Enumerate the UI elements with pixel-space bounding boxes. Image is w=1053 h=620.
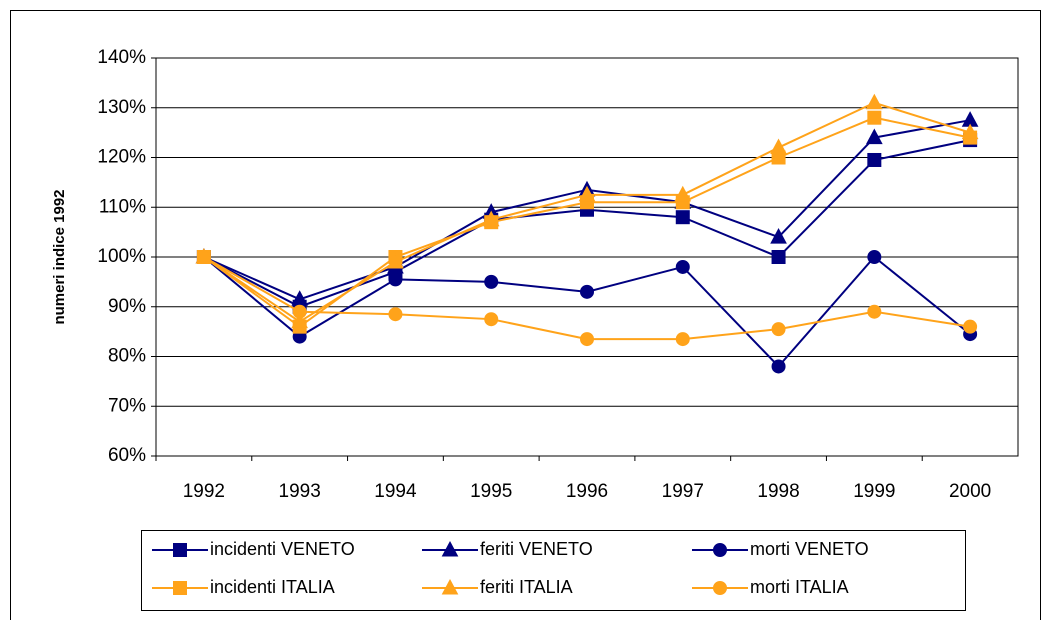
x-tick-label: 1996 [566, 481, 608, 502]
legend-label: morti ITALIA [750, 577, 849, 597]
plot-area [155, 57, 1019, 457]
marker [770, 228, 787, 244]
marker [578, 185, 596, 202]
x-tick-label: 1992 [183, 481, 225, 502]
marker [388, 307, 403, 322]
marker [865, 93, 883, 110]
marker [580, 284, 594, 299]
y-axis-title: numeri indice 1992 [51, 189, 68, 324]
marker [388, 272, 403, 287]
marker [484, 312, 499, 327]
legend-label: feriti VENETO [480, 539, 593, 559]
legend-box [141, 530, 966, 611]
marker [867, 304, 882, 319]
marker [675, 210, 690, 225]
chart-border [10, 10, 1041, 620]
marker [867, 110, 882, 125]
legend-marker [173, 581, 187, 595]
marker [292, 304, 307, 319]
legend-marker [441, 578, 459, 595]
legend-label: morti VENETO [750, 539, 869, 559]
y-tick-label: 60% [108, 445, 146, 466]
marker [291, 312, 309, 329]
legend-marker [173, 543, 187, 557]
x-tick-label: 1999 [853, 481, 895, 502]
marker [865, 128, 883, 145]
y-tick-label: 90% [108, 296, 146, 317]
y-tick-label: 70% [108, 395, 146, 416]
y-tick-label: 110% [99, 196, 146, 217]
marker [387, 252, 404, 269]
x-tick-label: 1995 [470, 481, 512, 502]
marker [867, 152, 882, 167]
x-tick-label: 1994 [374, 481, 417, 502]
marker [580, 332, 594, 347]
x-tick-label: 2000 [949, 481, 991, 502]
marker [771, 359, 786, 374]
marker [484, 274, 499, 289]
legend-marker [713, 543, 727, 557]
x-tick-label: 1998 [757, 481, 799, 502]
y-tick-label: 120% [97, 147, 146, 168]
marker [674, 185, 692, 202]
legend-label: incidenti VENETO [210, 539, 355, 559]
legend-marker [441, 540, 459, 557]
legend-label: feriti ITALIA [480, 577, 573, 597]
marker [963, 319, 978, 334]
x-tick-label: 1997 [662, 481, 704, 502]
y-tick-label: 130% [97, 97, 146, 118]
marker [675, 259, 690, 274]
y-tick-label: 140% [97, 47, 146, 68]
y-tick-label: 80% [108, 346, 146, 367]
marker [196, 250, 211, 264]
legend-label: incidenti ITALIA [210, 577, 335, 597]
marker [675, 332, 690, 347]
marker [770, 138, 787, 155]
marker [771, 250, 786, 264]
x-tick-label: 1993 [279, 481, 321, 502]
marker [961, 123, 979, 140]
marker [771, 322, 786, 337]
y-tick-label: 100% [97, 246, 146, 267]
marker [867, 250, 882, 264]
legend-marker [713, 581, 727, 595]
marker [482, 210, 500, 227]
